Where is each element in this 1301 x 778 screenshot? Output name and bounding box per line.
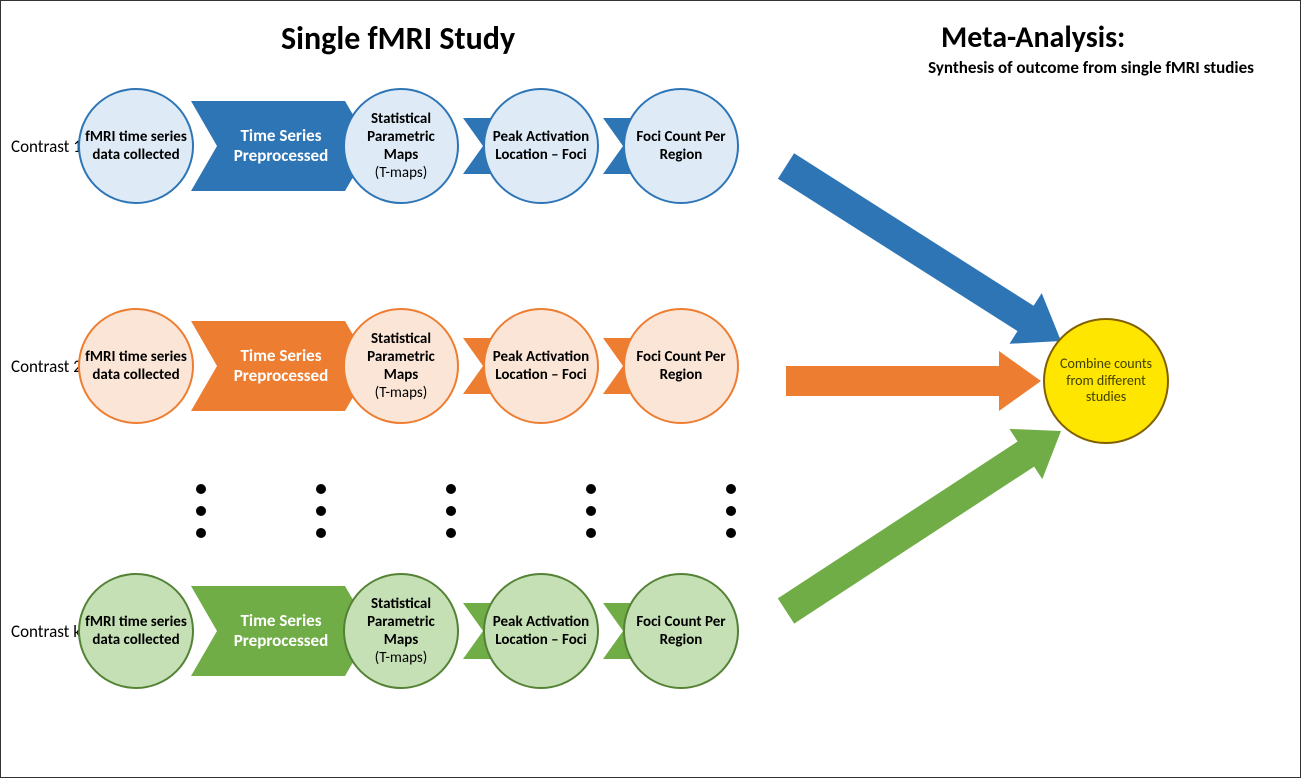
pipeline-node-label: Statistical Parametric Maps(T-maps) bbox=[345, 106, 457, 186]
ellipsis-dot bbox=[446, 506, 456, 516]
ellipsis-dot bbox=[446, 528, 456, 538]
pipeline-node-label: fMRI time series data collected bbox=[80, 344, 192, 388]
ellipsis-dot bbox=[196, 528, 206, 538]
pipeline-node: Foci Count Per Region bbox=[623, 308, 739, 424]
ellipsis-dot bbox=[446, 484, 456, 494]
subtitle-right: Synthesis of outcome from single fMRI st… bbox=[901, 57, 1281, 78]
pipeline-node-label: Foci Count Per Region bbox=[625, 124, 737, 168]
ellipsis-dot bbox=[726, 528, 736, 538]
ellipsis-dot bbox=[316, 484, 326, 494]
pipeline-node: fMRI time series data collected bbox=[78, 88, 194, 204]
ellipsis-dot bbox=[316, 528, 326, 538]
pipeline-node-label: Peak Activation Location – Foci bbox=[485, 609, 597, 653]
pipeline-node: Foci Count Per Region bbox=[623, 573, 739, 689]
pipeline-node-label: Peak Activation Location – Foci bbox=[485, 124, 597, 168]
pipeline-node-label: Foci Count Per Region bbox=[625, 344, 737, 388]
pipeline-node: fMRI time series data collected bbox=[78, 573, 194, 689]
flow-arrow bbox=[746, 391, 1101, 651]
ellipsis-dot bbox=[196, 484, 206, 494]
ellipsis-dot bbox=[586, 484, 596, 494]
ellipsis-dot bbox=[726, 484, 736, 494]
pipeline-node: Peak Activation Location – Foci bbox=[483, 573, 599, 689]
ellipsis-dot bbox=[316, 506, 326, 516]
pipeline-node: fMRI time series data collected bbox=[78, 308, 194, 424]
title-right: Meta-Analysis: bbox=[941, 19, 1125, 56]
pipeline-node: Statistical Parametric Maps(T-maps) bbox=[343, 308, 459, 424]
title-left: Single fMRI Study bbox=[281, 19, 515, 58]
pipeline-node: Peak Activation Location – Foci bbox=[483, 308, 599, 424]
title-left-text: Single fMRI Study bbox=[281, 19, 515, 58]
pipeline-node-label: fMRI time series data collected bbox=[80, 124, 192, 168]
pipeline-node-label: fMRI time series data collected bbox=[80, 609, 192, 653]
pipeline-node: Peak Activation Location – Foci bbox=[483, 88, 599, 204]
ellipsis-dot bbox=[586, 528, 596, 538]
pipeline-node: Statistical Parametric Maps(T-maps) bbox=[343, 573, 459, 689]
row-label: Contrast 2 bbox=[11, 356, 82, 377]
ellipsis-dot bbox=[196, 506, 206, 516]
pipeline-node: Foci Count Per Region bbox=[623, 88, 739, 204]
pipeline-node: Statistical Parametric Maps(T-maps) bbox=[343, 88, 459, 204]
pipeline-node-label: Peak Activation Location – Foci bbox=[485, 344, 597, 388]
subtitle-right-text: Synthesis of outcome from single fMRI st… bbox=[928, 57, 1254, 78]
row-label: Contrast k bbox=[11, 621, 81, 642]
ellipsis-dot bbox=[586, 506, 596, 516]
row-label: Contrast 1 bbox=[11, 136, 82, 157]
target-node-label: Combine counts from different studies bbox=[1045, 352, 1167, 410]
pipeline-node-label: Statistical Parametric Maps(T-maps) bbox=[345, 326, 457, 406]
target-node: Combine counts from different studies bbox=[1043, 318, 1169, 444]
pipeline-node-label: Statistical Parametric Maps(T-maps) bbox=[345, 591, 457, 671]
ellipsis-dot bbox=[726, 506, 736, 516]
title-right-text: Meta-Analysis: bbox=[941, 19, 1125, 56]
pipeline-node-label: Foci Count Per Region bbox=[625, 609, 737, 653]
